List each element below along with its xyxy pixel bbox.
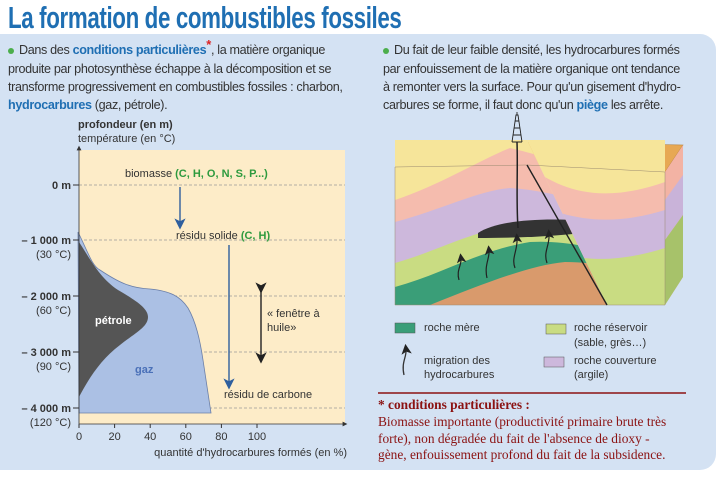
legend-reservoir-2: (sable, grès…) xyxy=(574,337,646,349)
note-line-2: forte), non dégradée du fait de l'absenc… xyxy=(378,431,650,446)
y-ticks: 0 m – 1 000 m (30 °C) – 2 000 m (60 °C) – 3 0… xyxy=(21,180,79,429)
page-title: La formation de combustibles fossiles xyxy=(8,0,402,35)
right-text-line-2: par enfouissement de la matière organiqu… xyxy=(383,62,680,76)
x-axis-label: quantité d'hydrocarbures formés (en %) xyxy=(154,447,347,459)
y-tick-temperature: (60 °C) xyxy=(36,305,71,317)
legend-reservoir-1: roche réservoir xyxy=(574,322,648,334)
note-line-3: gène, enfouissement profond du fait de l… xyxy=(378,447,666,462)
y-tick-depth: 0 m xyxy=(52,180,71,192)
asterisk: * xyxy=(206,37,211,52)
legend-swatch-reservoir xyxy=(545,323,567,335)
oil-trap-diagram xyxy=(394,112,684,306)
x-tick-label: 0 xyxy=(76,431,82,443)
y-tick-depth: – 2 000 m xyxy=(21,291,71,303)
left-text-line-4: hydrocarbures (gaz, pétrole). xyxy=(8,98,168,112)
x-tick-label: 60 xyxy=(180,431,192,443)
y-tick-depth: – 1 000 m xyxy=(21,235,71,247)
note-heading: * conditions particulières : xyxy=(378,397,530,412)
y-tick-temperature: (120 °C) xyxy=(30,417,71,429)
left-text-line-2: produite par photosynthèse échappe à la … xyxy=(8,62,332,76)
migration-arrow-icon xyxy=(401,343,412,376)
right-text-line-1: Du fait de leur faible densité, les hydr… xyxy=(383,41,680,59)
legend-migration-1: migration des xyxy=(424,355,491,367)
legend: roche mère migration des hydrocarbures r… xyxy=(378,322,686,394)
fenetre-label-2: huile» xyxy=(267,322,296,334)
residu-solide-label: résidu solide (C, H) xyxy=(176,230,270,242)
oil-rig-icon xyxy=(511,112,523,143)
left-text-line-1: Dans des conditions particulières*, la m… xyxy=(8,37,325,59)
x-tick-label: 20 xyxy=(108,431,120,443)
right-text-line-3: à remonter vers la surface. Pour qu'un g… xyxy=(383,80,681,94)
depth-graph: profondeur (en m) température (en °C) pé… xyxy=(21,119,348,459)
legend-couverture-1: roche couverture xyxy=(574,355,657,367)
y-axis-label: profondeur (en m) xyxy=(78,119,173,131)
legend-couverture-2: (argile) xyxy=(574,369,608,381)
y-tick-depth: – 4 000 m xyxy=(21,403,71,415)
legend-migration-2: hydrocarbures xyxy=(424,369,495,381)
petrole-area xyxy=(79,242,148,397)
keyword-conditions: conditions particulières xyxy=(72,43,207,57)
x-tick-label: 80 xyxy=(215,431,227,443)
right-text-line-4: carbures se forme, il faut donc qu'un pi… xyxy=(383,98,663,112)
fenetre-label-1: « fenêtre à xyxy=(267,308,320,320)
fault-line xyxy=(526,164,608,306)
x-ticks: 0 20 40 60 80 100 xyxy=(76,424,266,443)
x-tick-label: 100 xyxy=(248,431,266,443)
well-line xyxy=(516,141,519,229)
bullet-icon xyxy=(383,47,389,54)
left-text-line-3: transforme progressivement en combustibl… xyxy=(8,80,343,94)
gaz-label: gaz xyxy=(135,364,154,376)
x-tick-label: 40 xyxy=(144,431,156,443)
bullet-icon xyxy=(8,47,14,54)
y-tick-depth: – 3 000 m xyxy=(21,347,71,359)
legend-swatch-couverture xyxy=(543,356,565,368)
migration-arrows xyxy=(456,229,555,281)
y-axis-label-temp: température (en °C) xyxy=(78,133,175,145)
gridlines xyxy=(79,184,345,409)
petrole-label: pétrole xyxy=(95,315,132,327)
residu-carbone-label: résidu de carbone xyxy=(224,389,312,401)
legend-roche-mere: roche mère xyxy=(424,322,480,334)
note-line-1: Biomasse importante (productivité primai… xyxy=(378,414,667,429)
y-tick-temperature: (30 °C) xyxy=(36,249,71,261)
legend-swatch-roche-mere xyxy=(394,322,416,334)
biomasse-label: biomasse (C, H, O, N, S, P...) xyxy=(125,168,268,180)
y-tick-temperature: (90 °C) xyxy=(36,361,71,373)
